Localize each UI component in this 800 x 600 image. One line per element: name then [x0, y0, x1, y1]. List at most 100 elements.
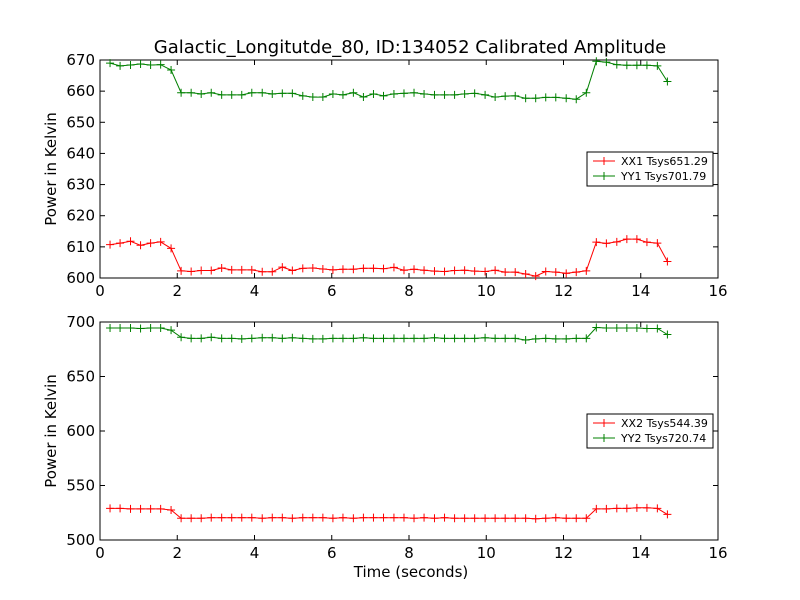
- chart-0-y-tick-label: 630: [66, 176, 95, 194]
- chart-0-series-0-point: [379, 264, 388, 273]
- chart-0-series-0-point: [197, 266, 206, 275]
- chart-0-series-0-point: [167, 244, 176, 253]
- chart-1-series-1-point: [106, 323, 115, 332]
- chart-0-series-0-point: [663, 257, 672, 266]
- chart-1-series-0-point: [247, 513, 256, 522]
- chart-1-series-0-point: [217, 513, 226, 522]
- chart-0-series-1-point: [106, 59, 115, 68]
- chart-1-series-0-point: [460, 514, 469, 523]
- chart-0-series-1-point: [197, 89, 206, 98]
- chart-1-series-1-point: [562, 334, 571, 343]
- chart-0-x-tick-label: 6: [327, 282, 337, 300]
- chart-0-series-1-point: [328, 89, 337, 98]
- chart-1-x-tick-label: 12: [554, 544, 573, 562]
- chart-0-series-1-point: [491, 93, 500, 102]
- chart-1-series-1-point: [197, 334, 206, 343]
- chart-0-series-0-point: [338, 265, 347, 274]
- chart-1-series-1-point: [531, 334, 540, 343]
- chart-1-series-0-point: [622, 504, 631, 513]
- chart-1-series-0-point: [541, 514, 550, 523]
- chart-0-series-1-point: [217, 90, 226, 99]
- chart-1-series-1-point: [541, 334, 550, 343]
- chart-1-series-0-point: [420, 513, 429, 522]
- chart-1-series-1-point: [278, 334, 287, 343]
- chart-0-series-1-point: [399, 89, 408, 98]
- chart-0-series-0-point: [247, 265, 256, 274]
- chart-0-series-1-point: [622, 61, 631, 70]
- chart-1-series-0-point: [126, 504, 135, 513]
- chart-1-series-1-point: [116, 323, 125, 332]
- chart-0-series-1-point: [582, 88, 591, 97]
- chart-1-series-0-point: [106, 504, 115, 513]
- chart-1-series-0-point: [318, 513, 327, 522]
- chart-0-series-0-point: [318, 264, 327, 273]
- chart-1-series-0-point: [227, 513, 236, 522]
- chart-0-series-1-point: [308, 93, 317, 102]
- chart-1-series-0-point: [410, 514, 419, 523]
- chart-0-series-1-point: [440, 90, 449, 99]
- chart-0-series-1-point: [562, 94, 571, 103]
- chart-1-series-1-point: [410, 334, 419, 343]
- chart-1-series-0-point: [592, 504, 601, 513]
- chart-0-legend-marker-0: [600, 157, 608, 165]
- chart-1-series-0-line: [110, 507, 668, 520]
- chart-1-series-1-point: [167, 326, 176, 335]
- chart-1-series-1-point: [592, 323, 601, 332]
- chart-1-series-0-point: [268, 513, 277, 522]
- chart-0-legend-label-0: XX1 Tsys651.29: [621, 155, 708, 168]
- chart-0-series-0-point: [612, 237, 621, 246]
- chart-0-series-1-point: [268, 89, 277, 98]
- chart-1-series-0-point: [258, 514, 267, 523]
- chart-0-series-0-point: [551, 268, 560, 277]
- chart-1-series-0-point: [511, 514, 520, 523]
- chart-0-series-1-point: [207, 88, 216, 97]
- chart-0-series-1-point: [116, 61, 125, 70]
- chart-0-series-1-point: [258, 88, 267, 97]
- chart-0-series-0-point: [430, 267, 439, 276]
- chart-0-series-0-point: [653, 239, 662, 248]
- chart-0-series-0-point: [369, 264, 378, 273]
- chart-0-series-1-point: [288, 89, 297, 98]
- chart-0-series-0-point: [642, 238, 651, 247]
- chart-0-series-0-point: [582, 266, 591, 275]
- chart-0-series-0-point: [187, 267, 196, 276]
- chart-0-series-0-point: [521, 269, 530, 278]
- chart-1-series-0-point: [612, 504, 621, 513]
- chart-0-series-1-point: [338, 90, 347, 99]
- chart-0-series-0-point: [126, 237, 135, 246]
- chart-0-series-1-point: [521, 94, 530, 103]
- chart-1-series-1-point: [359, 333, 368, 342]
- chart-0-series-0-point: [602, 239, 611, 248]
- chart-1-series-1-point: [338, 334, 347, 343]
- chart-0-series-0-point: [177, 266, 186, 275]
- chart-1-series-1-point: [491, 334, 500, 343]
- chart-1-series-1-point: [308, 334, 317, 343]
- chart-0-series-0-point: [308, 264, 317, 273]
- chart-1-series-1-point: [622, 323, 631, 332]
- chart-0-series-0-point: [470, 267, 479, 276]
- chart-1-series-0-point: [167, 506, 176, 515]
- chart-0-series-1-point: [531, 94, 540, 103]
- chart-0-legend-label-1: YY1 Tsys701.79: [620, 170, 706, 183]
- chart-0-series-0-point: [511, 268, 520, 277]
- chart-1-series-1-point: [653, 324, 662, 333]
- chart-0-x-tick-label: 16: [708, 282, 727, 300]
- chart-0-series-1-point: [653, 61, 662, 70]
- chart-1-legend-label-1: YY2 Tsys720.74: [620, 432, 706, 445]
- chart-1-series-0-point: [399, 513, 408, 522]
- chart-0-x-tick-label: 14: [631, 282, 650, 300]
- chart-1-series-0-point: [369, 513, 378, 522]
- chart-1-series-0-point: [338, 513, 347, 522]
- chart-1-series-0-point: [632, 503, 641, 512]
- chart-1-series-1-point: [551, 334, 560, 343]
- chart-1-series-1-point: [247, 334, 256, 343]
- chart-0-series-1-point: [450, 90, 459, 99]
- chart-1-series-1-point: [156, 323, 165, 332]
- chart-0-series-1-point: [379, 91, 388, 100]
- chart-0-series-1-point: [470, 89, 479, 98]
- chart-0-series-0-point: [592, 238, 601, 247]
- chart-1-series-0-point: [521, 514, 530, 523]
- chart-0-series-0-point: [136, 241, 145, 250]
- chart-0-series-1-point: [389, 89, 398, 98]
- chart-1-series-1-point: [632, 323, 641, 332]
